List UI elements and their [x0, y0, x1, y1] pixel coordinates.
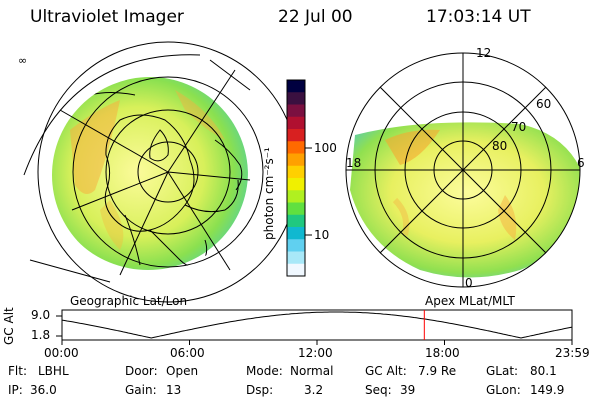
- colorbar-cell: [287, 251, 305, 265]
- colorbar-cell: [287, 116, 305, 130]
- corner-mark: ∞: [18, 54, 27, 67]
- time-tick-2359: 23:59: [555, 346, 590, 360]
- status-key-ip: IP:: [8, 383, 23, 397]
- colorbar-cell: [287, 104, 305, 118]
- altitude-tick-9: 9.0: [31, 308, 51, 322]
- colorbar-cell: [287, 80, 305, 93]
- time-tick-1800: 18:00: [425, 346, 460, 360]
- status-value-glon: 149.9: [530, 383, 565, 397]
- apex-map-label: Apex MLat/MLT: [425, 294, 515, 308]
- colorbar-label: photon cm⁻²s⁻¹: [262, 147, 276, 240]
- status-value-dsp: 3.2: [304, 383, 324, 397]
- status-value-ip: 36.0: [30, 383, 57, 397]
- colorbar-cell: [287, 214, 305, 228]
- time-tick-0600: 06:00: [170, 346, 205, 360]
- colorbar-cell: [287, 92, 305, 105]
- colorbar-cell: [287, 202, 305, 216]
- status-value-gain: 13: [166, 383, 182, 397]
- mlat-label-80: 80: [492, 139, 508, 153]
- status-key-gc-alt: GC Alt:: [365, 364, 407, 378]
- image-date: 22 Jul 00: [278, 7, 353, 27]
- image-time: 17:03:14 UT: [426, 7, 531, 27]
- status-value-flt: LBHL: [38, 364, 69, 378]
- status-key-glon: GLon:: [486, 383, 521, 397]
- colorbar-cell: [287, 129, 305, 142]
- status-key-glat: GLat:: [486, 364, 519, 378]
- altitude-tick-1-8: 1.8: [31, 328, 51, 342]
- colorbar-cell: [287, 153, 305, 167]
- time-tick-1200: 12:00: [298, 346, 333, 360]
- status-key-door: Door:: [125, 364, 158, 378]
- colorbar-cell: [287, 190, 305, 203]
- geographic-map-label: Geographic Lat/Lon: [70, 294, 188, 308]
- colorbar: [286, 79, 312, 277]
- mlt-label-6: 6: [577, 156, 585, 170]
- status-key-flt: Flt:: [8, 364, 27, 378]
- colorbar-cell: [287, 141, 305, 154]
- status-value-mode: Normal: [290, 364, 334, 378]
- status-value-glat: 80.1: [530, 364, 557, 378]
- status-key-gain: Gain:: [125, 383, 157, 397]
- altitude-plot: [56, 309, 573, 345]
- status-key-seq: Seq:: [365, 383, 392, 397]
- status-value-gc-alt: 7.9 Re: [418, 364, 457, 378]
- mlat-label-70: 70: [511, 120, 527, 134]
- altitude-axis-label: GC Alt: [2, 307, 16, 345]
- colorbar-cell: [287, 263, 305, 277]
- status-value-door: Open: [166, 364, 199, 378]
- mlt-label-12: 12: [476, 46, 492, 60]
- mlt-label-0: 0: [465, 276, 473, 290]
- mlt-label-18: 18: [346, 156, 362, 170]
- colorbar-tick-100: 100: [314, 141, 337, 155]
- mlat-label-60: 60: [536, 97, 552, 111]
- apex-mlat-mlt-map: [345, 52, 581, 288]
- colorbar-cell: [287, 178, 305, 191]
- geographic-map: [23, 41, 299, 303]
- colorbar-tick-10: 10: [314, 228, 330, 242]
- status-key-mode: Mode:: [246, 364, 283, 378]
- time-tick-0000: 00:00: [44, 346, 79, 360]
- colorbar-cell: [287, 165, 305, 179]
- status-value-seq: 39: [400, 383, 416, 397]
- colorbar-cell: [287, 239, 305, 252]
- app-title: Ultraviolet Imager: [30, 7, 184, 27]
- colorbar-cell: [287, 227, 305, 240]
- status-key-dsp: Dsp:: [246, 383, 274, 397]
